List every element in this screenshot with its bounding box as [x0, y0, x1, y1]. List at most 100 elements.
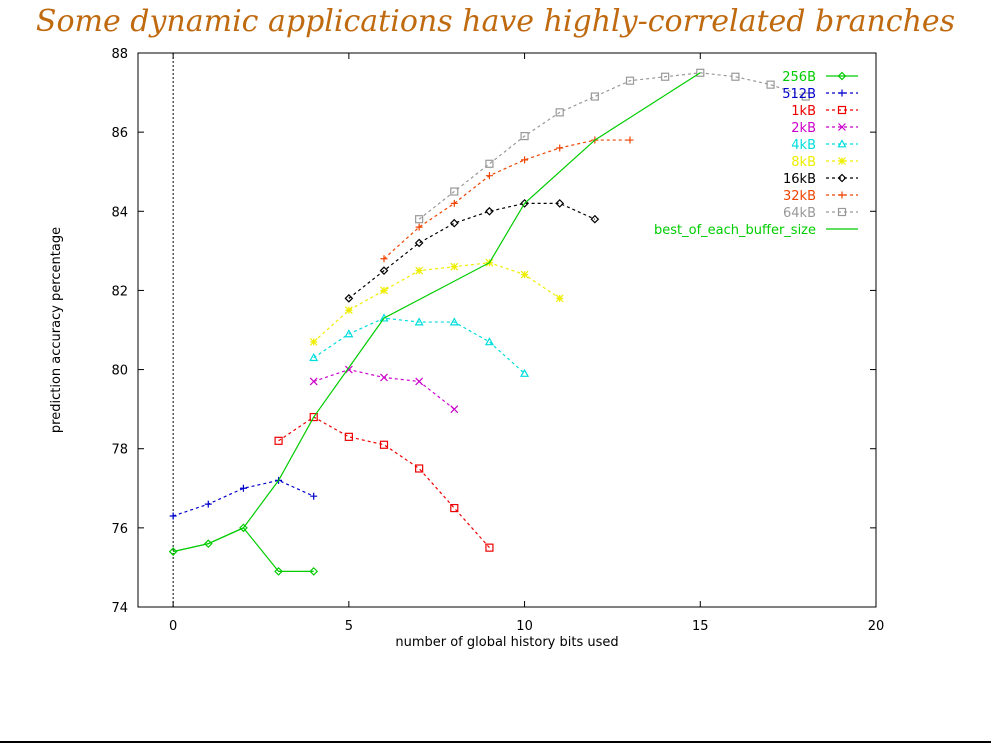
- data-point: [239, 523, 248, 533]
- data-point: [450, 503, 459, 513]
- legend-item: 16kB: [783, 172, 858, 187]
- x-tick-label: 5: [345, 619, 353, 634]
- data-point: [309, 567, 319, 576]
- data-point: [484, 337, 494, 346]
- legend-label: 2kB: [791, 121, 816, 136]
- series-line: [418, 72, 806, 220]
- legend-item: 256B: [782, 70, 858, 85]
- legend-marker: [838, 157, 846, 165]
- data-point: [344, 306, 353, 315]
- series-2kB: [309, 365, 459, 414]
- data-point: [415, 464, 424, 473]
- data-point: [520, 132, 529, 141]
- y-tick-label: 86: [111, 126, 128, 141]
- legend-label: 4kB: [791, 138, 816, 153]
- data-point: [415, 377, 424, 386]
- data-point: [449, 218, 459, 228]
- data-point: [450, 199, 458, 207]
- x-tick-label: 10: [516, 619, 533, 634]
- legend-marker: [837, 71, 847, 81]
- y-tick-label: 84: [111, 205, 128, 220]
- series-line: [383, 139, 630, 260]
- data-point: [274, 567, 283, 576]
- legend-label: 512B: [782, 87, 816, 102]
- data-point: [590, 92, 599, 101]
- data-point: [590, 214, 600, 224]
- legend-marker: [837, 173, 847, 183]
- series-line: [172, 479, 314, 517]
- data-point: [625, 76, 635, 85]
- legend-item: best_of_each_buffer_size: [654, 223, 858, 238]
- y-tick-label: 76: [111, 522, 128, 537]
- data-point: [520, 270, 529, 279]
- legend-marker: [838, 89, 846, 97]
- data-point: [204, 500, 212, 508]
- series-line: [173, 72, 701, 553]
- series-32kB: [380, 136, 634, 263]
- data-point: [309, 412, 318, 422]
- data-point: [450, 187, 459, 196]
- data-point: [661, 72, 670, 81]
- data-point: [380, 255, 388, 263]
- data-point: [555, 108, 564, 117]
- series-line: [313, 317, 525, 374]
- data-point: [485, 206, 494, 216]
- y-tick-label: 78: [111, 443, 128, 458]
- data-point: [344, 293, 354, 303]
- series-1kB: [274, 412, 494, 552]
- data-point: [379, 266, 389, 275]
- data-point: [414, 317, 424, 326]
- data-point: [520, 199, 529, 208]
- data-point: [239, 484, 247, 492]
- series-best_of_each_buffer_size: [173, 72, 701, 553]
- data-point: [168, 547, 178, 556]
- legend-item: 4kB: [791, 138, 858, 153]
- x-tick-label: 15: [692, 619, 709, 634]
- legend-label: 256B: [782, 70, 816, 85]
- data-point: [310, 492, 318, 500]
- data-point: [520, 368, 530, 377]
- legend-label: 32kB: [783, 189, 816, 204]
- series-line: [348, 202, 596, 299]
- y-tick-label: 80: [111, 364, 128, 379]
- series-line: [313, 368, 455, 410]
- data-point: [555, 294, 564, 303]
- data-point: [344, 329, 354, 338]
- y-axis-label: prediction accuracy percentage: [49, 227, 64, 433]
- data-point: [521, 156, 529, 164]
- data-point: [626, 136, 634, 144]
- data-point: [309, 337, 318, 346]
- series-256B: [168, 523, 319, 576]
- legend-item: 512B: [782, 87, 858, 102]
- series-line: [278, 416, 490, 549]
- legend-item: 32kB: [783, 189, 858, 204]
- data-point: [556, 144, 564, 152]
- data-point: [801, 92, 810, 101]
- series-4kB: [309, 313, 530, 377]
- legend-label: 8kB: [791, 155, 816, 170]
- data-point: [379, 440, 389, 449]
- series-512B: [169, 476, 318, 520]
- plot-frame: [137, 52, 877, 608]
- legend-label: 1kB: [791, 104, 816, 119]
- legend-marker: [837, 105, 847, 115]
- data-point: [309, 352, 319, 362]
- series-64kB: [415, 68, 810, 224]
- data-point: [485, 159, 494, 168]
- data-point: [414, 238, 424, 248]
- x-tick-label: 20: [868, 619, 885, 634]
- series-line: [313, 262, 561, 343]
- y-tick-label: 88: [111, 47, 128, 62]
- data-point: [380, 286, 388, 295]
- data-point: [309, 377, 318, 386]
- legend-item: 8kB: [791, 155, 858, 170]
- data-point: [415, 266, 424, 275]
- legend-marker: [837, 207, 847, 217]
- series-line: [173, 527, 314, 572]
- data-point: [731, 72, 740, 81]
- data-point: [766, 80, 775, 89]
- data-point: [450, 405, 459, 414]
- legend-label: 64kB: [783, 206, 816, 221]
- y-tick-label: 74: [111, 601, 128, 616]
